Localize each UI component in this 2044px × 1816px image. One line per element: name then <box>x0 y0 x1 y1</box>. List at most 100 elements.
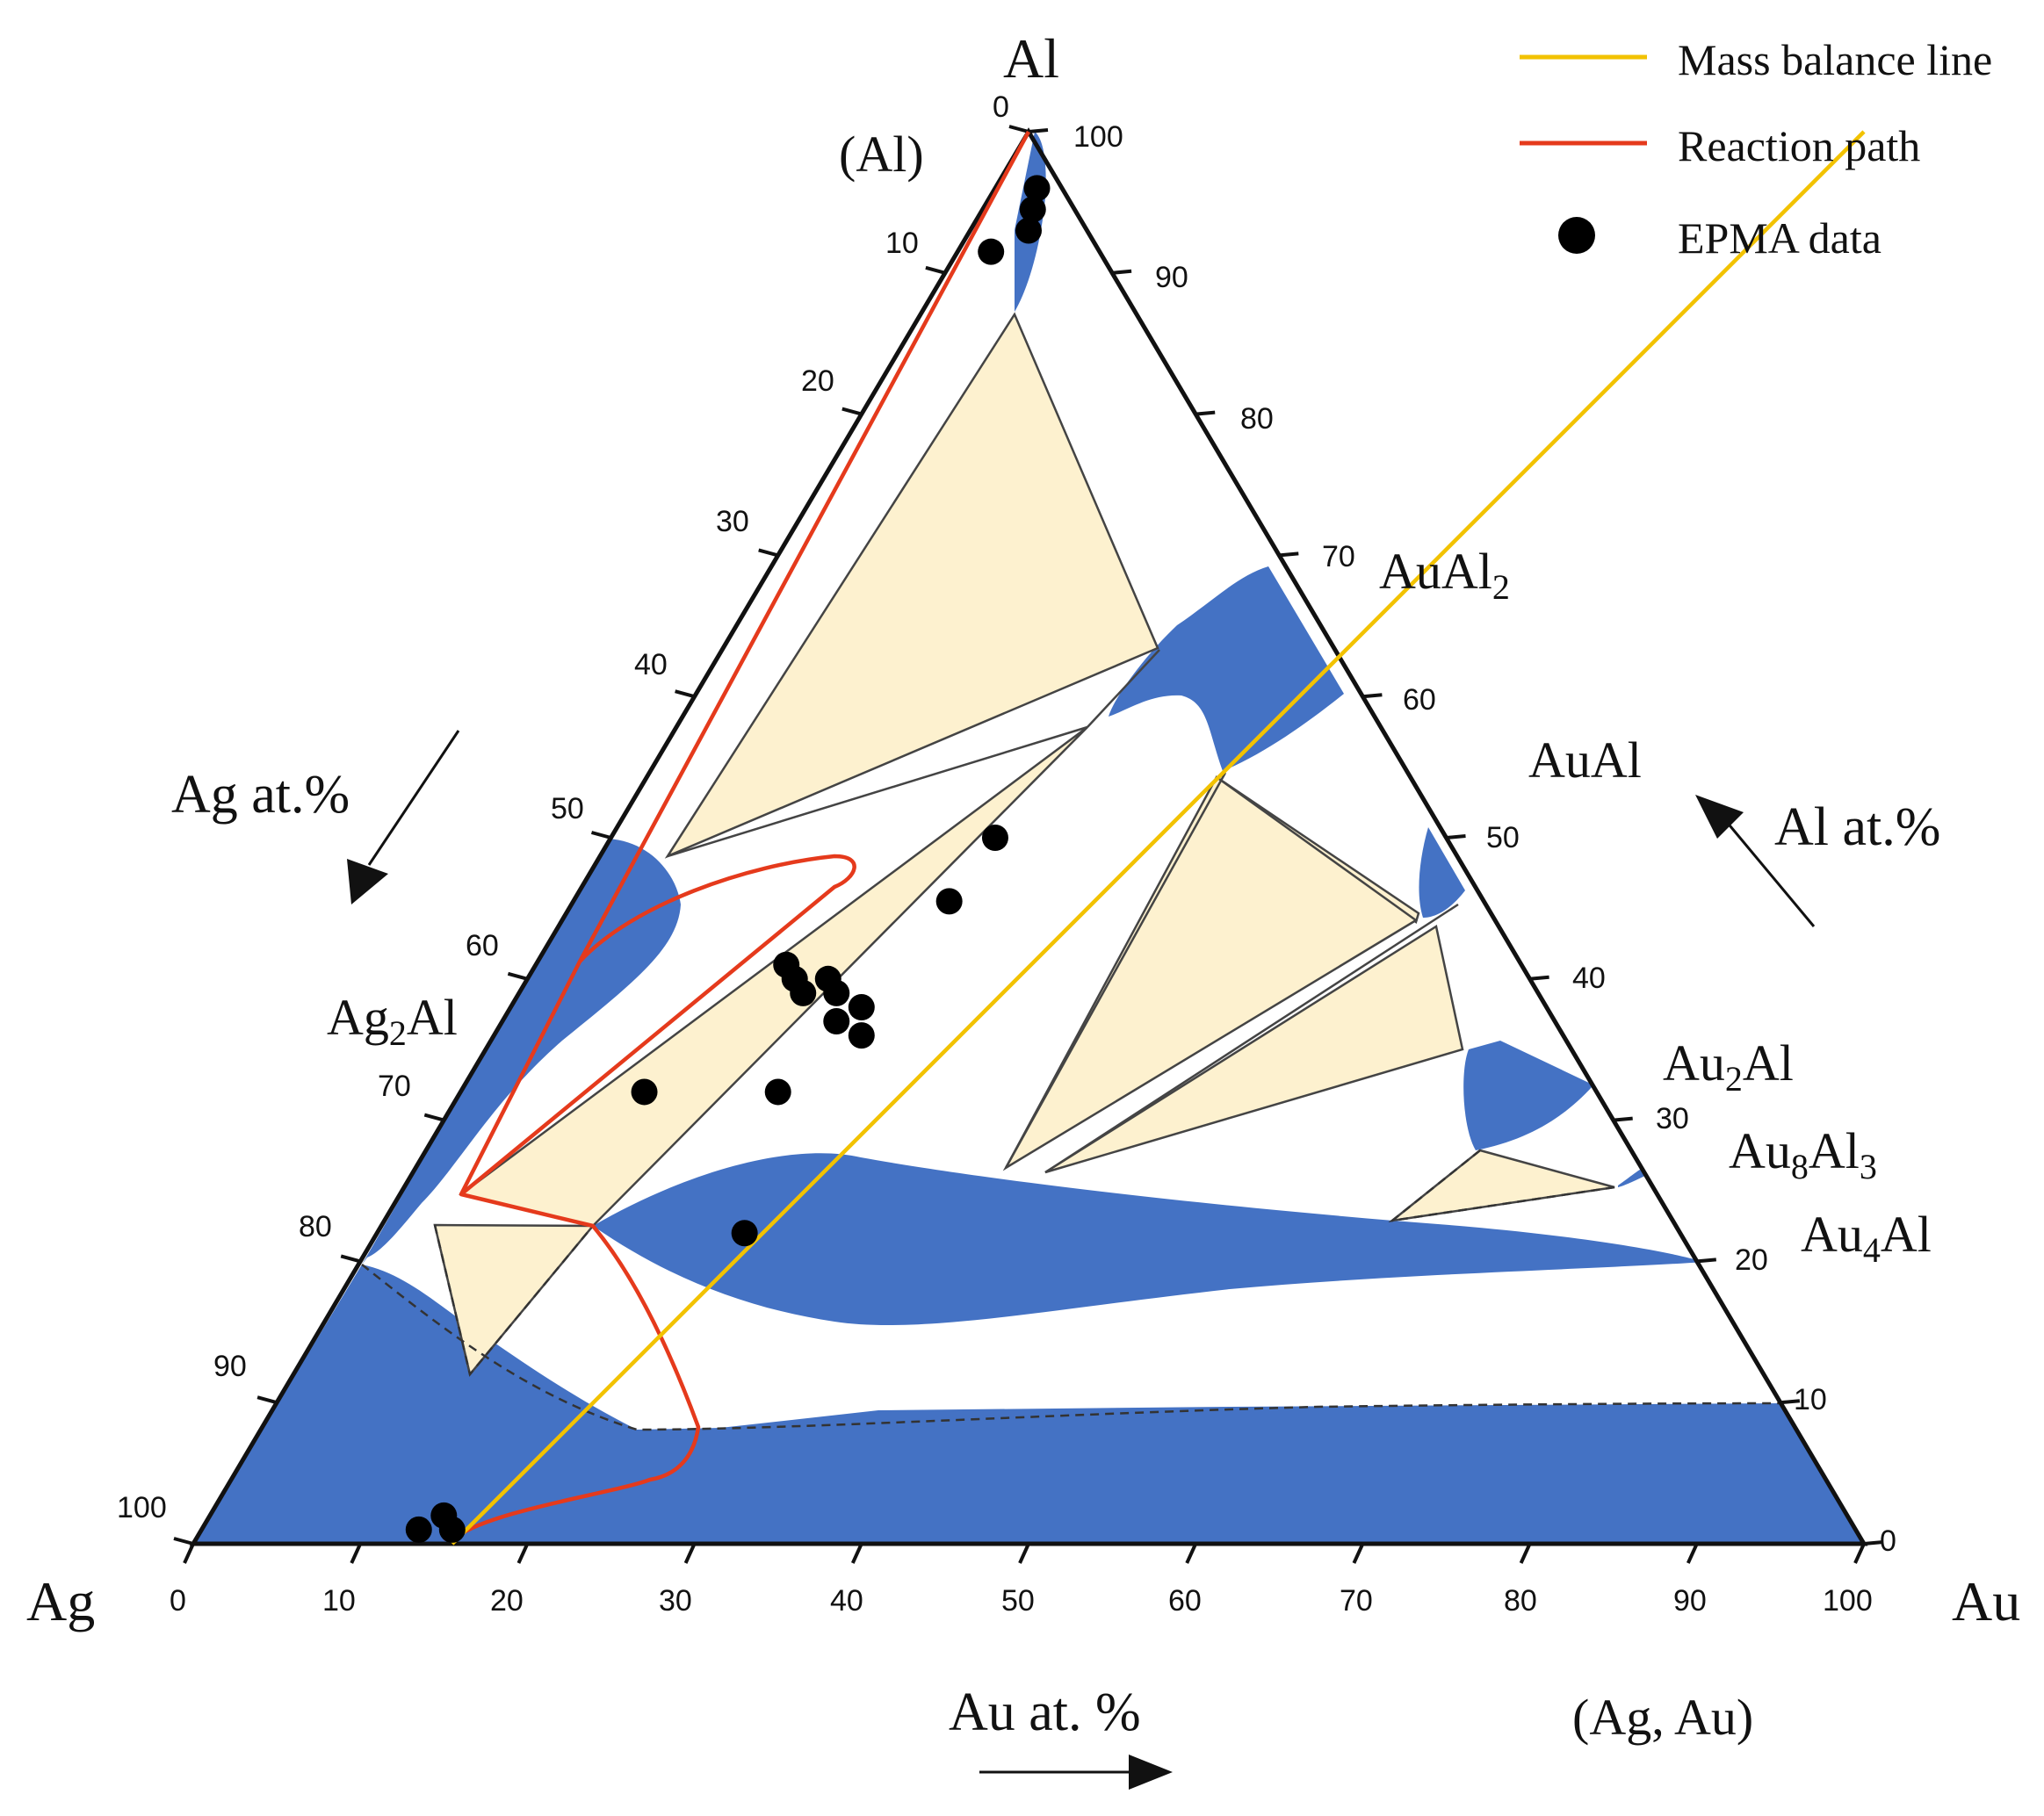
tie-line <box>1087 649 1160 728</box>
left-tick-label: 40 <box>634 648 668 681</box>
tick-mark <box>1352 1543 1365 1564</box>
epma-data-point <box>848 993 875 1020</box>
legend-label-mass-balance: Mass balance line <box>1678 35 1992 84</box>
tick-mark <box>1529 975 1549 981</box>
tick-mark <box>1446 834 1466 840</box>
dashed-boundaries <box>361 1149 1782 1431</box>
tick-mark <box>758 548 779 558</box>
axis-label-al: Al at.% <box>1774 797 1940 857</box>
right-tick-label: 0 <box>1880 1524 1896 1558</box>
aual-au2al-two-phase-lower <box>1044 924 1464 1174</box>
left-tick-label: 10 <box>885 227 919 260</box>
corner-label-ag: Ag <box>26 1570 95 1632</box>
epma-data-point <box>1023 175 1051 202</box>
right-tick-label: 40 <box>1572 962 1606 995</box>
left-tick-label: 30 <box>716 505 749 538</box>
epma-data-point <box>823 979 850 1006</box>
tick-mark <box>1613 1116 1633 1122</box>
bottom-tick-label: 100 <box>1823 1584 1873 1618</box>
bottom-tick-label: 40 <box>830 1584 863 1618</box>
tick-mark <box>173 1537 194 1546</box>
right-tick-label: 30 <box>1656 1102 1689 1135</box>
epma-data-point <box>790 979 817 1006</box>
al-ag2al-two-phase <box>664 312 1159 859</box>
epma-data-point <box>978 238 1005 265</box>
ag-au-solvus-dashed <box>361 1264 1782 1431</box>
au2al-region <box>1463 1041 1593 1150</box>
corner-label-au: Au <box>1952 1570 2020 1632</box>
arrow-au-axis <box>979 1755 1173 1790</box>
legend-swatch-epma <box>1558 217 1595 254</box>
bottom-tick-label: 10 <box>322 1584 356 1618</box>
epma-data-point <box>731 1220 758 1247</box>
bottom-tick-label: 30 <box>659 1584 692 1618</box>
legend-label-reaction-path: Reaction path <box>1678 121 1920 170</box>
au8al3-region <box>1618 1168 1647 1187</box>
right-tick-label: 10 <box>1794 1383 1827 1416</box>
right-tick-label: 60 <box>1403 683 1436 717</box>
au4al-region <box>593 1153 1704 1326</box>
arrow-al-axis <box>1695 795 1816 927</box>
tick-mark <box>1853 1543 1866 1564</box>
tick-mark <box>256 1395 278 1405</box>
tie-line <box>1004 772 1227 1169</box>
tick-mark <box>1028 128 1049 133</box>
tick-mark <box>841 407 863 416</box>
tick-mark <box>1195 410 1216 416</box>
aual2-region <box>1109 566 1344 771</box>
right-tick-label: 20 <box>1735 1243 1768 1277</box>
tick-mark <box>340 1254 361 1264</box>
phase-label-ag2al: Ag2Al <box>327 989 458 1053</box>
left-tick-labels: 0 10 20 30 40 50 60 70 80 90 100 <box>117 90 1009 1524</box>
tick-mark <box>1362 693 1383 699</box>
phase-label-al-solution: (Al) <box>839 126 924 183</box>
left-tick-label: 60 <box>466 929 499 962</box>
epma-data-point <box>631 1078 658 1106</box>
tick-mark <box>423 1113 444 1122</box>
epma-data-point <box>935 888 963 915</box>
tick-mark <box>1863 1540 1884 1546</box>
arrow-ag-axis <box>347 730 460 904</box>
right-tick-label: 50 <box>1486 821 1520 854</box>
epma-data-point <box>438 1516 466 1543</box>
phase-label-au2al: Au2Al <box>1663 1034 1794 1099</box>
tick-mark <box>1519 1543 1532 1564</box>
legend: Mass balance line Reaction path EPMA dat… <box>1520 35 1992 263</box>
left-tick-label: 50 <box>551 792 584 825</box>
aual-region <box>1419 827 1465 918</box>
tick-mark <box>1111 269 1132 275</box>
left-tick-label: 0 <box>993 90 1009 124</box>
left-tick-label: 90 <box>213 1350 247 1383</box>
tick-mark <box>1696 1258 1716 1264</box>
aual-au2al-two-phase-upper <box>1002 775 1419 1171</box>
bottom-tick-label: 20 <box>490 1584 524 1618</box>
epma-data-point <box>848 1022 875 1049</box>
tick-mark <box>1185 1543 1198 1564</box>
tick-mark <box>1686 1543 1699 1564</box>
tick-mark <box>350 1543 363 1564</box>
reaction-path-loop <box>443 854 856 1541</box>
bottom-tick-label: 0 <box>170 1584 186 1618</box>
ag-au-solid-solution-region <box>193 1265 1864 1544</box>
tick-marks <box>173 125 1884 1564</box>
epma-data-point <box>1015 217 1042 244</box>
tie-line <box>1044 903 1459 1174</box>
axis-label-au: Au at. % <box>949 1683 1141 1742</box>
tie-line <box>667 725 1088 858</box>
tick-mark <box>1279 551 1299 558</box>
tick-mark <box>507 971 528 981</box>
phase-label-au4al: Au4Al <box>1801 1206 1932 1270</box>
tie-lines <box>667 649 1459 1174</box>
au2al-au8al3-two-phase <box>1388 1149 1615 1222</box>
left-tick-label: 100 <box>117 1491 167 1524</box>
epma-data-point <box>764 1078 791 1106</box>
phase-label-ag-au-solution: (Ag, Au) <box>1572 1689 1753 1746</box>
epma-data-point <box>981 825 1008 851</box>
bottom-tick-label: 80 <box>1504 1584 1537 1618</box>
ag2al-region <box>362 839 681 1265</box>
two-phase-regions <box>433 312 1615 1377</box>
right-tick-label: 90 <box>1155 261 1188 294</box>
bottom-tick-label: 60 <box>1168 1584 1202 1618</box>
epma-data-point <box>405 1516 432 1543</box>
